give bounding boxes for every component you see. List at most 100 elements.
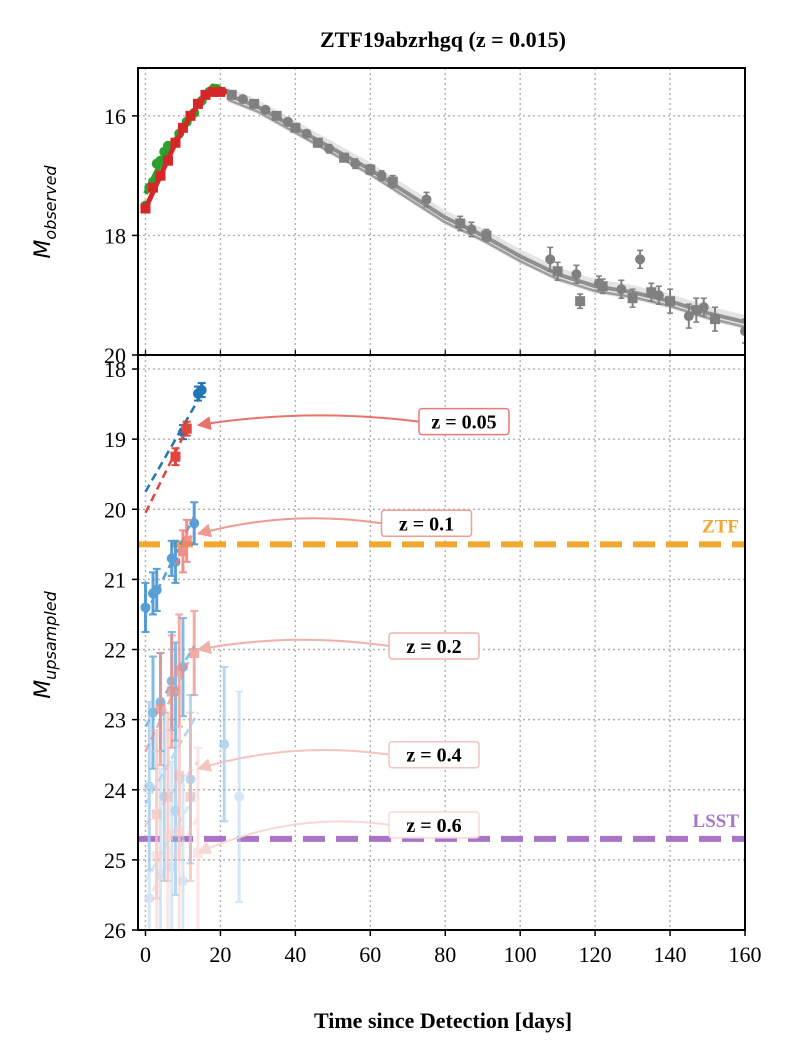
data-point (234, 791, 245, 802)
top-series-r-band (140, 86, 228, 214)
top-y-tick-label: 16 (104, 104, 126, 129)
data-point (571, 269, 582, 280)
data-point (140, 203, 151, 214)
x-tick-label: 40 (284, 942, 306, 967)
data-point (181, 423, 192, 434)
data-point (616, 284, 627, 295)
top-y-label-sub: observed (41, 165, 60, 240)
data-point (226, 89, 237, 100)
data-point (627, 293, 638, 304)
annotation-box (388, 632, 480, 660)
data-point (144, 781, 155, 792)
bottom-y-axis-label: Mupsampled (31, 590, 60, 698)
bottom-y-label-base: M (31, 680, 56, 699)
data-point (189, 518, 200, 529)
annotation-arrow (196, 638, 390, 655)
bottom-series (174, 518, 196, 574)
bottom-series (144, 609, 200, 767)
data-point (155, 170, 166, 181)
data-point (192, 847, 203, 858)
annotation-arrow (196, 517, 382, 538)
annotation-arrow (196, 749, 390, 772)
data-point (740, 326, 745, 337)
data-point (200, 89, 211, 100)
data-point (219, 739, 230, 750)
bottom-y-tick-label: 26 (104, 918, 126, 943)
data-point (185, 110, 196, 121)
bottom-series (144, 725, 203, 930)
svg-text:Mupsampled: Mupsampled (31, 590, 60, 698)
annotation-label: z = 0.05 (431, 412, 496, 434)
annotation-box (388, 811, 480, 839)
data-point (455, 218, 466, 229)
data-point (545, 254, 556, 265)
data-point (151, 851, 162, 862)
annotation-box (388, 740, 480, 769)
x-tick-label: 100 (504, 942, 537, 967)
x-tick-label: 160 (729, 942, 762, 967)
annotation-box (418, 407, 510, 436)
data-point (192, 98, 203, 109)
top-y-tick-label: 18 (104, 223, 126, 248)
data-point (339, 152, 350, 163)
data-point (710, 314, 721, 325)
data-point (155, 704, 166, 715)
fit-line (144, 817, 200, 903)
data-point (260, 104, 271, 115)
top-y-label-base: M (31, 240, 56, 259)
data-point (597, 281, 608, 292)
data-point (166, 686, 177, 697)
data-point (215, 86, 226, 97)
annotation-arrow (196, 820, 390, 855)
annotation-label: z = 0.1 (399, 513, 454, 535)
data-point (181, 535, 192, 546)
bottom-plot-area (140, 382, 245, 930)
bottom-y-tick-label: 25 (104, 848, 126, 873)
data-point (162, 155, 173, 166)
data-point (174, 826, 185, 837)
fit-line (144, 421, 192, 514)
bottom-y-tick-label: 20 (104, 497, 126, 522)
data-point (635, 254, 646, 265)
bottom-y-tick-label: 23 (104, 708, 126, 733)
data-point (575, 296, 586, 307)
data-point (147, 182, 158, 193)
data-point (421, 194, 432, 205)
bottom-y-tick-label: 21 (104, 567, 126, 592)
data-point (177, 546, 188, 557)
x-tick-label: 140 (654, 942, 687, 967)
bottom-y-tick-label: 22 (104, 638, 126, 663)
annotation-box (380, 509, 473, 538)
x-axis-label: Time since Detection [days] (314, 1008, 572, 1033)
data-point (271, 110, 282, 121)
bottom-y-label-sub: upsampled (41, 590, 60, 679)
data-point (249, 98, 260, 109)
annotation-arrow (196, 414, 420, 431)
bottom-series (144, 420, 192, 514)
top-y-tick-label: 20 (104, 343, 126, 368)
annotation-label: z = 0.4 (406, 745, 461, 767)
data-point (189, 648, 200, 659)
data-point (196, 385, 207, 396)
limit-label-ZTF: ZTF (702, 516, 739, 537)
data-point (376, 170, 387, 181)
data-point (312, 137, 323, 148)
x-tick-label: 60 (359, 942, 381, 967)
data-point (177, 122, 188, 133)
data-point (301, 128, 312, 139)
data-point (151, 584, 162, 595)
x-tick-label: 80 (434, 942, 456, 967)
x-tick-label: 20 (209, 942, 231, 967)
bottom-series (144, 382, 207, 493)
data-point (290, 122, 301, 133)
fit-line (144, 392, 203, 493)
data-point (350, 158, 361, 169)
data-point (207, 86, 218, 97)
bottom-y-tick-label: 18 (104, 357, 126, 382)
svg-text:Mobserved: Mobserved (31, 165, 60, 259)
x-tick-label: 120 (579, 942, 612, 967)
annotation-label: z = 0.2 (406, 636, 461, 658)
data-point (646, 287, 657, 298)
